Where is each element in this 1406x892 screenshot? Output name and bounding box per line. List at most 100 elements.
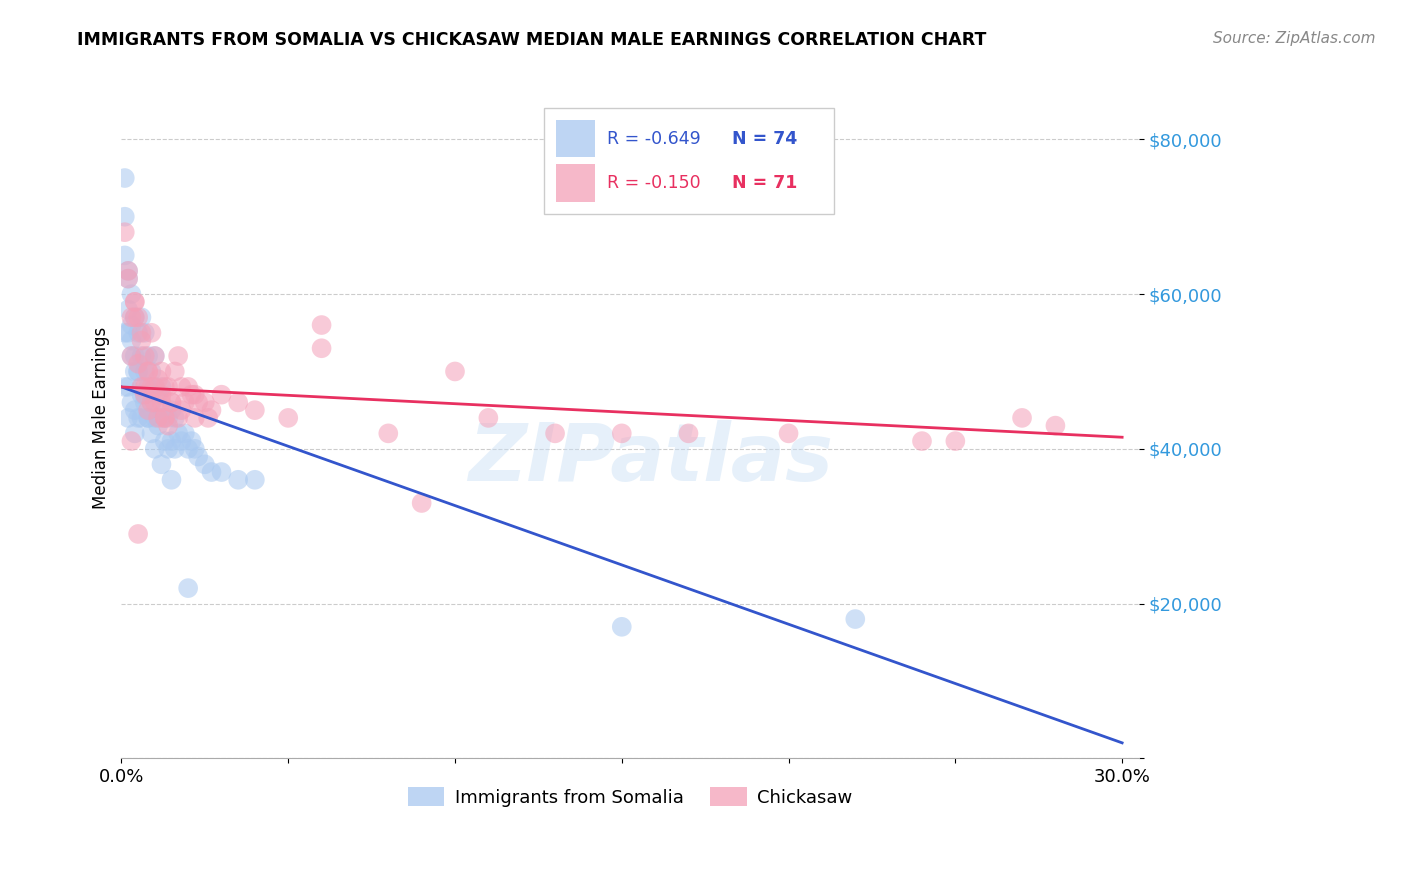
Point	[153, 380, 176, 394]
Point	[127, 310, 149, 325]
Point	[163, 442, 186, 456]
Point	[134, 380, 156, 394]
Point	[163, 364, 186, 378]
Point	[136, 364, 159, 378]
Point	[150, 410, 173, 425]
Y-axis label: Median Male Earnings: Median Male Earnings	[93, 326, 110, 509]
Point	[134, 364, 156, 378]
Point	[160, 395, 183, 409]
Point	[170, 380, 193, 394]
Text: R = -0.150: R = -0.150	[607, 174, 700, 192]
Point	[678, 426, 700, 441]
Point	[143, 395, 166, 409]
Point	[131, 380, 153, 394]
Point	[124, 426, 146, 441]
Point	[114, 210, 136, 224]
Point	[911, 434, 934, 449]
Point	[167, 349, 190, 363]
Text: IMMIGRANTS FROM SOMALIA VS CHICKASAW MEDIAN MALE EARNINGS CORRELATION CHART: IMMIGRANTS FROM SOMALIA VS CHICKASAW MED…	[77, 31, 987, 49]
Point	[157, 442, 180, 456]
Point	[141, 426, 163, 441]
Point	[136, 410, 159, 425]
Point	[177, 581, 200, 595]
Text: N = 71: N = 71	[733, 174, 797, 192]
Point	[127, 410, 149, 425]
Point	[117, 271, 139, 285]
Point	[117, 326, 139, 340]
Point	[187, 395, 209, 409]
Point	[131, 326, 153, 340]
Point	[167, 426, 190, 441]
Legend: Immigrants from Somalia, Chickasaw: Immigrants from Somalia, Chickasaw	[401, 780, 860, 814]
Point	[134, 326, 156, 340]
Point	[117, 380, 139, 394]
Point	[131, 310, 153, 325]
Point	[131, 387, 153, 401]
Point	[120, 310, 142, 325]
Point	[211, 387, 233, 401]
Point	[134, 349, 156, 363]
Text: Source: ZipAtlas.com: Source: ZipAtlas.com	[1212, 31, 1375, 46]
Point	[124, 294, 146, 309]
Point	[150, 380, 173, 394]
Point	[197, 410, 219, 425]
Point	[127, 364, 149, 378]
Point	[136, 403, 159, 417]
Point	[136, 410, 159, 425]
Point	[477, 410, 499, 425]
Point	[184, 387, 207, 401]
Point	[136, 364, 159, 378]
Point	[134, 387, 156, 401]
Point	[124, 349, 146, 363]
Point	[143, 442, 166, 456]
Point	[131, 410, 153, 425]
Point	[114, 171, 136, 186]
Point	[124, 294, 146, 309]
Point	[150, 395, 173, 409]
Point	[117, 271, 139, 285]
Point	[153, 403, 176, 417]
Point	[117, 410, 139, 425]
Point	[146, 410, 169, 425]
Point	[120, 395, 142, 409]
Point	[143, 380, 166, 394]
Point	[180, 387, 202, 401]
Point	[120, 318, 142, 332]
Point	[377, 426, 399, 441]
Point	[943, 434, 966, 449]
Point	[120, 349, 142, 363]
Point	[180, 434, 202, 449]
Point	[114, 248, 136, 262]
Point	[141, 364, 163, 378]
Point	[131, 380, 153, 394]
Text: ZIPatlas: ZIPatlas	[468, 420, 832, 498]
Point	[143, 349, 166, 363]
Point	[143, 410, 166, 425]
Point	[200, 465, 222, 479]
Point	[141, 395, 163, 409]
Point	[150, 458, 173, 472]
Point	[117, 302, 139, 317]
Point	[170, 403, 193, 417]
Point	[200, 403, 222, 417]
Point	[146, 387, 169, 401]
Point	[153, 410, 176, 425]
Point	[150, 364, 173, 378]
Point	[243, 403, 266, 417]
Point	[153, 410, 176, 425]
Point	[120, 349, 142, 363]
Point	[173, 395, 195, 409]
Point	[117, 264, 139, 278]
Point	[160, 403, 183, 417]
Point	[778, 426, 800, 441]
Point	[173, 426, 195, 441]
Point	[610, 620, 633, 634]
Point	[184, 442, 207, 456]
Point	[136, 349, 159, 363]
Point	[211, 465, 233, 479]
Point	[277, 410, 299, 425]
Point	[134, 387, 156, 401]
Point	[187, 450, 209, 464]
Point	[150, 387, 173, 401]
Point	[844, 612, 866, 626]
